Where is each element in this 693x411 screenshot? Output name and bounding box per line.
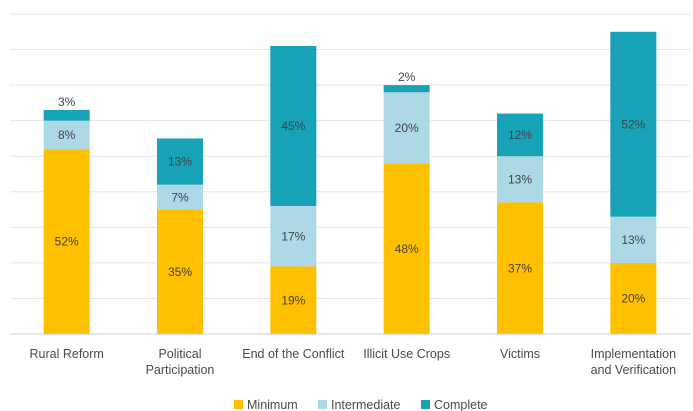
- bar-minimum: [497, 202, 543, 334]
- data-label: 20%: [621, 292, 645, 306]
- bar-complete: [157, 138, 203, 185]
- data-label: 52%: [621, 117, 645, 131]
- data-label: 35%: [168, 265, 192, 279]
- data-label: 13%: [621, 233, 645, 247]
- bar-minimum: [157, 209, 203, 334]
- legend-label-complete: Complete: [434, 398, 488, 411]
- data-label: 19%: [281, 293, 305, 307]
- category-label: Implementation: [591, 347, 677, 361]
- data-label: 7%: [171, 190, 189, 204]
- data-label: 52%: [55, 235, 79, 249]
- data-label: 37%: [508, 261, 532, 275]
- bar-complete: [43, 110, 90, 121]
- bar-intermediate: [497, 156, 543, 203]
- bar-complete: [383, 85, 430, 93]
- bar-intermediate: [43, 120, 90, 150]
- bar-intermediate: [610, 216, 657, 263]
- category-label: Political: [158, 347, 201, 361]
- bar-segments: [43, 31, 657, 334]
- bar-minimum: [270, 266, 317, 334]
- bar-complete: [270, 46, 317, 206]
- bar-minimum: [610, 262, 657, 334]
- data-label: 13%: [168, 155, 192, 169]
- category-label: and Verification: [591, 363, 677, 377]
- data-label: 20%: [395, 121, 419, 135]
- category-axis-labels: Rural Reform Political Participation End of…: [30, 347, 677, 377]
- category-label: Victims: [500, 347, 540, 361]
- legend-label-intermediate: Intermediate: [331, 398, 401, 411]
- data-label: 13%: [508, 173, 532, 187]
- legend-swatch-minimum: [234, 400, 243, 409]
- category-label: Rural Reform: [30, 347, 104, 361]
- data-label: 2%: [398, 70, 416, 84]
- legend-label-minimum: Minimum: [247, 398, 298, 411]
- bar-complete: [497, 113, 543, 157]
- data-label: 12%: [508, 128, 532, 142]
- legend-swatch-complete: [421, 400, 430, 409]
- category-label: End of the Conflict: [242, 347, 345, 361]
- category-label: Participation: [146, 363, 215, 377]
- bar-minimum: [383, 163, 430, 334]
- bar-intermediate: [383, 92, 430, 164]
- data-label: 48%: [395, 242, 419, 256]
- bar-minimum: [43, 149, 90, 334]
- data-label: 17%: [281, 229, 305, 243]
- legend-swatch-intermediate: [318, 400, 327, 409]
- bar-intermediate: [157, 184, 203, 210]
- data-label: 45%: [281, 119, 305, 133]
- data-labels: 52% 8% 3% 35% 7% 13% 19% 17% 45% 48% 20% 2% 37% 13% 12…: [55, 70, 646, 307]
- category-label: Illicit Use Crops: [363, 347, 450, 361]
- gridlines: [10, 13, 690, 335]
- bar-complete: [610, 31, 657, 217]
- bar-intermediate: [270, 206, 317, 267]
- legend: Minimum Intermediate Complete: [234, 398, 488, 411]
- data-label: 8%: [58, 128, 76, 142]
- data-label: 3%: [58, 95, 76, 109]
